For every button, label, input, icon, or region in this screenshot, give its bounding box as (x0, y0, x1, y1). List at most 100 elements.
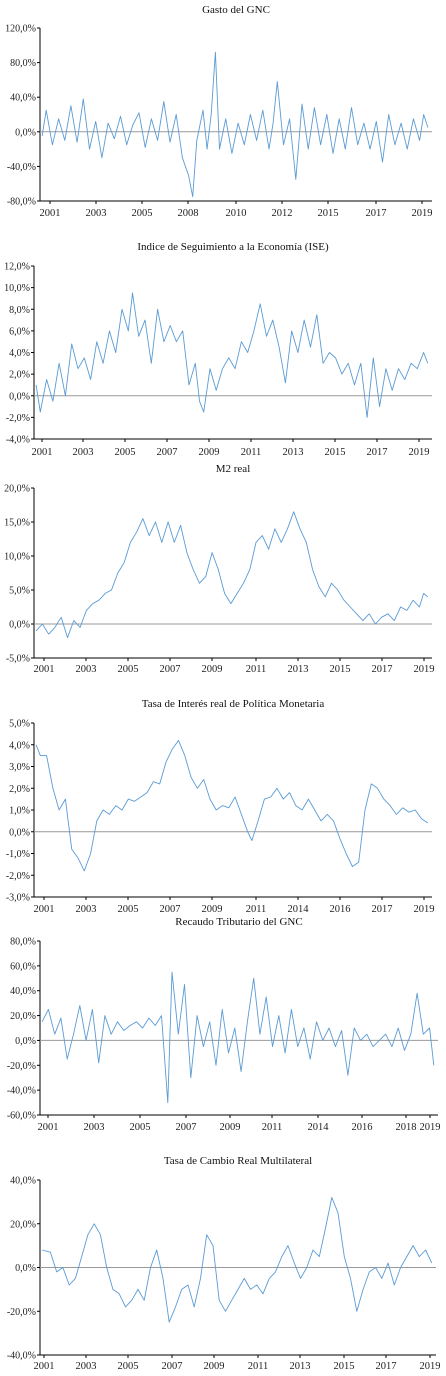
x-tick-label: 2003 (76, 1361, 97, 1372)
chart-ise: Indice de Seguimiento a la Economía (ISE… (4, 241, 432, 458)
x-tick-label: 2019 (409, 447, 430, 458)
x-tick-label: 2015 (325, 447, 346, 458)
y-tick-label: 20,0% (10, 1011, 36, 1022)
x-tick-label: 2016 (330, 904, 351, 915)
y-tick-label: 4,0% (9, 348, 30, 359)
y-tick-label: 40,0% (10, 93, 36, 104)
x-tick-label: 2014 (288, 904, 310, 915)
y-tick-label: -20,0% (7, 1307, 36, 1318)
y-tick-label: -60,0% (7, 1111, 36, 1122)
x-tick-label: 2001 (34, 904, 55, 915)
x-tick-label: 2001 (32, 447, 53, 458)
chart-recaudo-tributario: Recaudo Tributario del GNC 80,0% 60,0% 40,… (7, 916, 441, 1133)
x-tick-label: 2007 (160, 904, 181, 915)
chart-title: M2 real (216, 463, 251, 475)
x-tick-label: 2019 (420, 1122, 441, 1133)
x-tick-label: 2012 (272, 208, 293, 219)
x-tick-label: 2007 (160, 664, 181, 675)
y-tick-label: -4,0% (6, 435, 30, 446)
x-tick-label: 2003 (84, 1122, 105, 1133)
x-tick-label: 2003 (86, 208, 107, 219)
x-tick-label: 2007 (162, 1361, 183, 1372)
y-tick-label: -2,0% (6, 413, 30, 424)
y-tick-label: -5,0% (6, 654, 30, 665)
y-tick-label: 0,0% (9, 391, 30, 402)
x-tick-label: 2017 (366, 208, 387, 219)
chart-tasa-interes: Tasa de Interés real de Política Monetar… (6, 698, 435, 915)
y-tick-label: 0,0% (15, 1036, 36, 1047)
x-tick-label: 2005 (132, 208, 153, 219)
y-tick-label: -40,0% (7, 1086, 36, 1097)
x-tick-label: 2013 (288, 664, 309, 675)
chart-title: Indice de Seguimiento a la Economía (ISE… (137, 241, 329, 253)
series-line (35, 292, 429, 418)
x-tick-label: 2011 (241, 447, 262, 458)
chart-tasa-cambio: Tasa de Cambio Real Multilateral 40,0% 20… (7, 1155, 441, 1372)
y-tick-label: 8,0% (9, 305, 30, 316)
x-tick-label: 2010 (226, 208, 247, 219)
x-tick-label: 2019 (420, 1361, 441, 1372)
x-tick-label: 2011 (262, 1122, 283, 1133)
chart-title: Recaudo Tributario del GNC (175, 916, 302, 928)
y-tick-label: 2,0% (9, 784, 30, 795)
x-tick-label: 2011 (246, 664, 267, 675)
y-tick-label: 3,0% (9, 762, 30, 773)
x-tick-label: 2009 (220, 1122, 241, 1133)
x-tick-label: 2005 (115, 447, 136, 458)
y-tick-label: 1,0% (9, 806, 30, 817)
x-tick-label: 2014 (308, 1122, 330, 1133)
x-tick-label: 2016 (352, 1122, 373, 1133)
y-tick-label: 10,0% (4, 283, 30, 294)
x-tick-label: 2015 (318, 208, 339, 219)
chart-gasto-gnc: Gasto del GNC 120,0% 80,0% 40,0% 0,0% -40,0%… (5, 4, 432, 219)
x-tick-label: 2005 (130, 1122, 151, 1133)
series-line (35, 739, 429, 872)
series-line (41, 51, 429, 198)
y-tick-label: 0,0% (9, 827, 30, 838)
x-tick-label: 2017 (367, 447, 388, 458)
y-tick-label: 0,0% (15, 1263, 36, 1274)
y-tick-label: 0,0% (9, 620, 30, 631)
x-tick-label: 2003 (73, 447, 94, 458)
x-tick-label: 2001 (34, 664, 55, 675)
x-tick-label: 2001 (38, 1122, 59, 1133)
x-tick-label: 2017 (372, 664, 393, 675)
x-tick-label: 2003 (76, 904, 97, 915)
y-tick-label: 80,0% (10, 937, 36, 948)
x-tick-label: 2007 (157, 447, 178, 458)
x-tick-label: 2005 (118, 904, 139, 915)
y-tick-label: 40,0% (10, 1176, 36, 1187)
x-tick-label: 2017 (376, 1361, 397, 1372)
x-tick-label: 2009 (202, 904, 223, 915)
y-tick-label: 10,0% (4, 552, 30, 563)
x-tick-label: 2017 (372, 904, 393, 915)
x-tick-label: 2005 (118, 664, 139, 675)
chart-m2-real: M2 real 20,0% 15,0% 10,0% 5,0% 0,0% -5,0% 2001… (4, 463, 434, 675)
y-tick-label: -1,0% (6, 849, 30, 860)
x-tick-label: 2009 (204, 1361, 225, 1372)
x-tick-label: 2019 (414, 904, 435, 915)
y-tick-label: 2,0% (9, 370, 30, 381)
x-tick-label: 2018 (396, 1122, 417, 1133)
y-tick-label: 5,0% (9, 719, 30, 730)
x-tick-label: 2015 (334, 1361, 355, 1372)
y-tick-label: -80,0% (7, 197, 36, 208)
y-tick-label: 20,0% (10, 1219, 36, 1230)
x-tick-label: 2001 (34, 1361, 55, 1372)
series-line (35, 511, 429, 639)
series-line (41, 971, 435, 1104)
x-tick-label: 2019 (412, 208, 433, 219)
x-tick-label: 2011 (246, 904, 267, 915)
x-tick-label: 2008 (178, 208, 199, 219)
y-tick-label: 15,0% (4, 518, 30, 529)
x-tick-label: 2019 (414, 664, 435, 675)
y-tick-label: 80,0% (10, 58, 36, 69)
y-tick-label: 40,0% (10, 986, 36, 997)
y-tick-label: -20,0% (7, 1061, 36, 1072)
x-tick-label: 2009 (202, 664, 223, 675)
y-tick-label: 12,0% (4, 262, 30, 273)
y-tick-label: 120,0% (5, 24, 36, 35)
x-tick-label: 2013 (290, 1361, 311, 1372)
y-tick-label: -40,0% (7, 1351, 36, 1362)
